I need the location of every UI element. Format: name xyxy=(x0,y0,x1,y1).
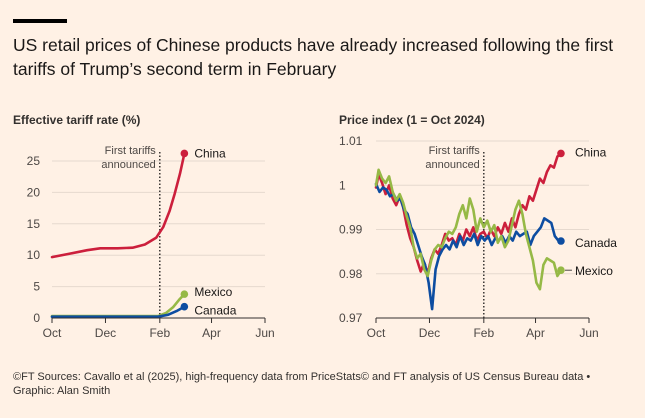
source-note: ©FT Sources: Cavallo et al (2025), high-… xyxy=(13,371,591,397)
ft-brand-bar xyxy=(13,19,67,23)
right-chart-subtitle: Price index (1 = Oct 2024) xyxy=(339,113,485,127)
series-line-canada xyxy=(50,305,186,318)
series-line-mexico xyxy=(374,168,563,291)
x-tick-label: Oct xyxy=(367,326,386,340)
annotation-text: announced xyxy=(425,159,479,171)
series-label-canada: Canada xyxy=(575,236,617,250)
annotation-text: announced xyxy=(101,159,155,171)
y-tick-label: 1.01 xyxy=(339,134,363,148)
y-tick-label: 0.98 xyxy=(339,267,363,281)
x-tick-label: Feb xyxy=(149,326,170,340)
price-index-chart: 0.97 0.98 0.99 1 1.01 Oct Dec Feb Apr Jun First ta… xyxy=(339,134,617,340)
series-endpoint-mexico xyxy=(180,290,189,298)
y-tick-label: 20 xyxy=(27,185,41,199)
x-tick-label: Dec xyxy=(95,326,116,340)
x-tick-label: Apr xyxy=(202,326,221,340)
y-tick-label: 25 xyxy=(27,154,41,168)
y-tick-label: 10 xyxy=(27,248,41,262)
series-endpoint-china xyxy=(180,149,189,158)
series-label-mexico: Mexico xyxy=(194,285,232,299)
y-tick-label: 5 xyxy=(33,280,40,294)
y-tick-label: 0.99 xyxy=(339,223,363,237)
series-endpoint-canada xyxy=(180,302,189,311)
series-line-china xyxy=(50,152,186,259)
series-line-mexico xyxy=(50,292,186,318)
annotation-text: First tariffs xyxy=(105,145,157,157)
series-endpoint-canada xyxy=(557,237,565,245)
annotation-text: First tariffs xyxy=(429,145,481,157)
y-tick-label: 15 xyxy=(27,217,41,231)
series-label-china: China xyxy=(194,146,226,160)
left-chart-subtitle: Effective tariff rate (%) xyxy=(13,113,141,127)
series-line-china xyxy=(374,152,563,276)
series-label-mexico: Mexico xyxy=(575,264,613,278)
series-label-china: China xyxy=(575,145,607,159)
series-endpoint-china xyxy=(557,149,565,158)
tariff-rate-chart: 0 5 10 15 20 25 Oct Dec Feb Apr Jun First tariffs an… xyxy=(27,145,275,340)
y-tick-label: 1 xyxy=(339,178,346,192)
x-tick-label: Apr xyxy=(526,326,545,340)
series-endpoint-mexico xyxy=(557,266,565,275)
x-tick-label: Jun xyxy=(579,326,598,340)
y-tick-label: 0 xyxy=(33,311,40,325)
x-tick-label: Oct xyxy=(43,326,62,340)
x-tick-label: Dec xyxy=(419,326,440,340)
y-tick-label: 0.97 xyxy=(339,311,363,325)
series-label-canada: Canada xyxy=(194,304,236,318)
x-tick-label: Feb xyxy=(473,326,494,340)
chart-title: US retail prices of Chinese products hav… xyxy=(13,35,614,79)
x-tick-label: Jun xyxy=(255,326,274,340)
